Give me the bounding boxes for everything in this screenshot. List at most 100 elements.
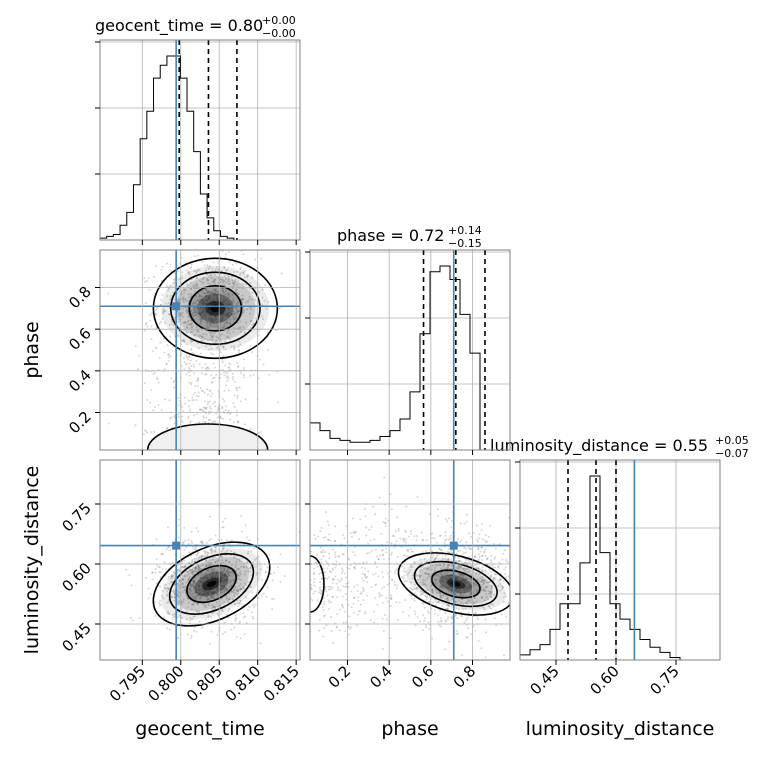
- scatter-point: [449, 534, 452, 537]
- scatter-point: [205, 559, 208, 562]
- scatter-point: [498, 578, 501, 581]
- scatter-point: [166, 295, 169, 298]
- scatter-point: [226, 269, 229, 272]
- scatter-point: [235, 291, 238, 294]
- scatter-point: [177, 270, 180, 273]
- scatter-point: [320, 590, 323, 593]
- scatter-point: [128, 574, 131, 577]
- scatter-point: [195, 299, 198, 302]
- scatter-point: [507, 575, 510, 578]
- scatter-point: [255, 317, 258, 320]
- scatter-point: [472, 531, 475, 534]
- scatter-point: [160, 298, 163, 301]
- scatter-point: [251, 603, 254, 606]
- scatter-point: [214, 325, 217, 328]
- scatter-point: [201, 592, 204, 595]
- scatter-point: [189, 318, 192, 321]
- scatter-point: [181, 339, 184, 342]
- scatter-point: [171, 617, 174, 620]
- scatter-point: [337, 589, 340, 592]
- scatter-point: [165, 583, 168, 586]
- scatter-point: [155, 346, 158, 349]
- scatter-point: [448, 536, 451, 539]
- scatter-point: [221, 405, 224, 408]
- scatter-point: [207, 279, 210, 282]
- scatter-point: [238, 603, 241, 606]
- scatter-point: [203, 573, 206, 576]
- scatter-point: [181, 582, 184, 585]
- scatter-point: [208, 266, 211, 269]
- scatter-point: [470, 547, 473, 550]
- scatter-point: [187, 320, 190, 323]
- scatter-point: [203, 594, 206, 597]
- scatter-point: [440, 619, 443, 622]
- scatter-point: [195, 591, 198, 594]
- scatter-point: [390, 594, 393, 597]
- x-tick-label: 0.805: [183, 662, 226, 705]
- scatter-point: [201, 335, 204, 338]
- scatter-point: [205, 333, 208, 336]
- scatter-point: [418, 575, 421, 578]
- scatter-point: [395, 601, 398, 604]
- scatter-point: [208, 570, 211, 573]
- scatter-point: [457, 608, 460, 611]
- scatter-point: [454, 600, 457, 603]
- scatter-point: [480, 596, 483, 599]
- scatter-point: [237, 365, 240, 368]
- scatter-point: [193, 567, 196, 570]
- scatter-point: [190, 530, 193, 533]
- scatter-point: [166, 526, 169, 529]
- scatter-point: [186, 326, 189, 329]
- scatter-point: [153, 371, 156, 374]
- scatter-point: [480, 595, 483, 598]
- scatter-point: [493, 543, 496, 546]
- scatter-point: [221, 590, 224, 593]
- scatter-point: [214, 274, 217, 277]
- scatter-point: [233, 394, 236, 397]
- scatter-point: [212, 569, 215, 572]
- scatter-point: [251, 561, 254, 564]
- scatter-point: [182, 299, 185, 302]
- scatter-point: [184, 546, 187, 549]
- scatter-point: [252, 322, 255, 325]
- scatter-point: [230, 590, 233, 593]
- scatter-point: [211, 590, 214, 593]
- scatter-point: [239, 326, 242, 329]
- scatter-point: [223, 575, 226, 578]
- scatter-point: [162, 308, 165, 311]
- scatter-point: [267, 373, 270, 376]
- scatter-point: [193, 586, 196, 589]
- scatter-point: [222, 281, 225, 284]
- scatter-point: [222, 300, 225, 303]
- scatter-point: [480, 647, 483, 650]
- scatter-point: [531, 591, 533, 593]
- scatter-point: [195, 526, 198, 529]
- scatter-point: [480, 569, 483, 572]
- scatter-point: [357, 599, 360, 602]
- y-tick-label: 0.45: [58, 619, 94, 655]
- scatter-point: [249, 345, 252, 348]
- scatter-point: [232, 579, 235, 582]
- scatter-point: [224, 303, 227, 306]
- scatter-point: [246, 608, 249, 611]
- scatter-point: [470, 592, 473, 595]
- scatter-point: [170, 580, 173, 583]
- scatter-point: [241, 301, 244, 304]
- scatter-point: [150, 312, 153, 315]
- scatter-point: [196, 580, 199, 583]
- scatter-point: [181, 339, 184, 342]
- scatter-point: [168, 356, 171, 359]
- scatter-point: [431, 550, 434, 553]
- scatter-point: [198, 334, 201, 337]
- scatter-point: [198, 586, 201, 589]
- scatter-point: [164, 454, 166, 456]
- scatter-point: [232, 402, 235, 405]
- scatter-point: [339, 589, 342, 592]
- scatter-point: [403, 567, 406, 570]
- scatter-point: [199, 564, 202, 567]
- scatter-point: [211, 269, 214, 272]
- scatter-point: [227, 362, 230, 365]
- scatter-point: [195, 588, 198, 591]
- title-geocent-time-upper: +0.00: [262, 14, 296, 27]
- scatter-point: [193, 557, 196, 560]
